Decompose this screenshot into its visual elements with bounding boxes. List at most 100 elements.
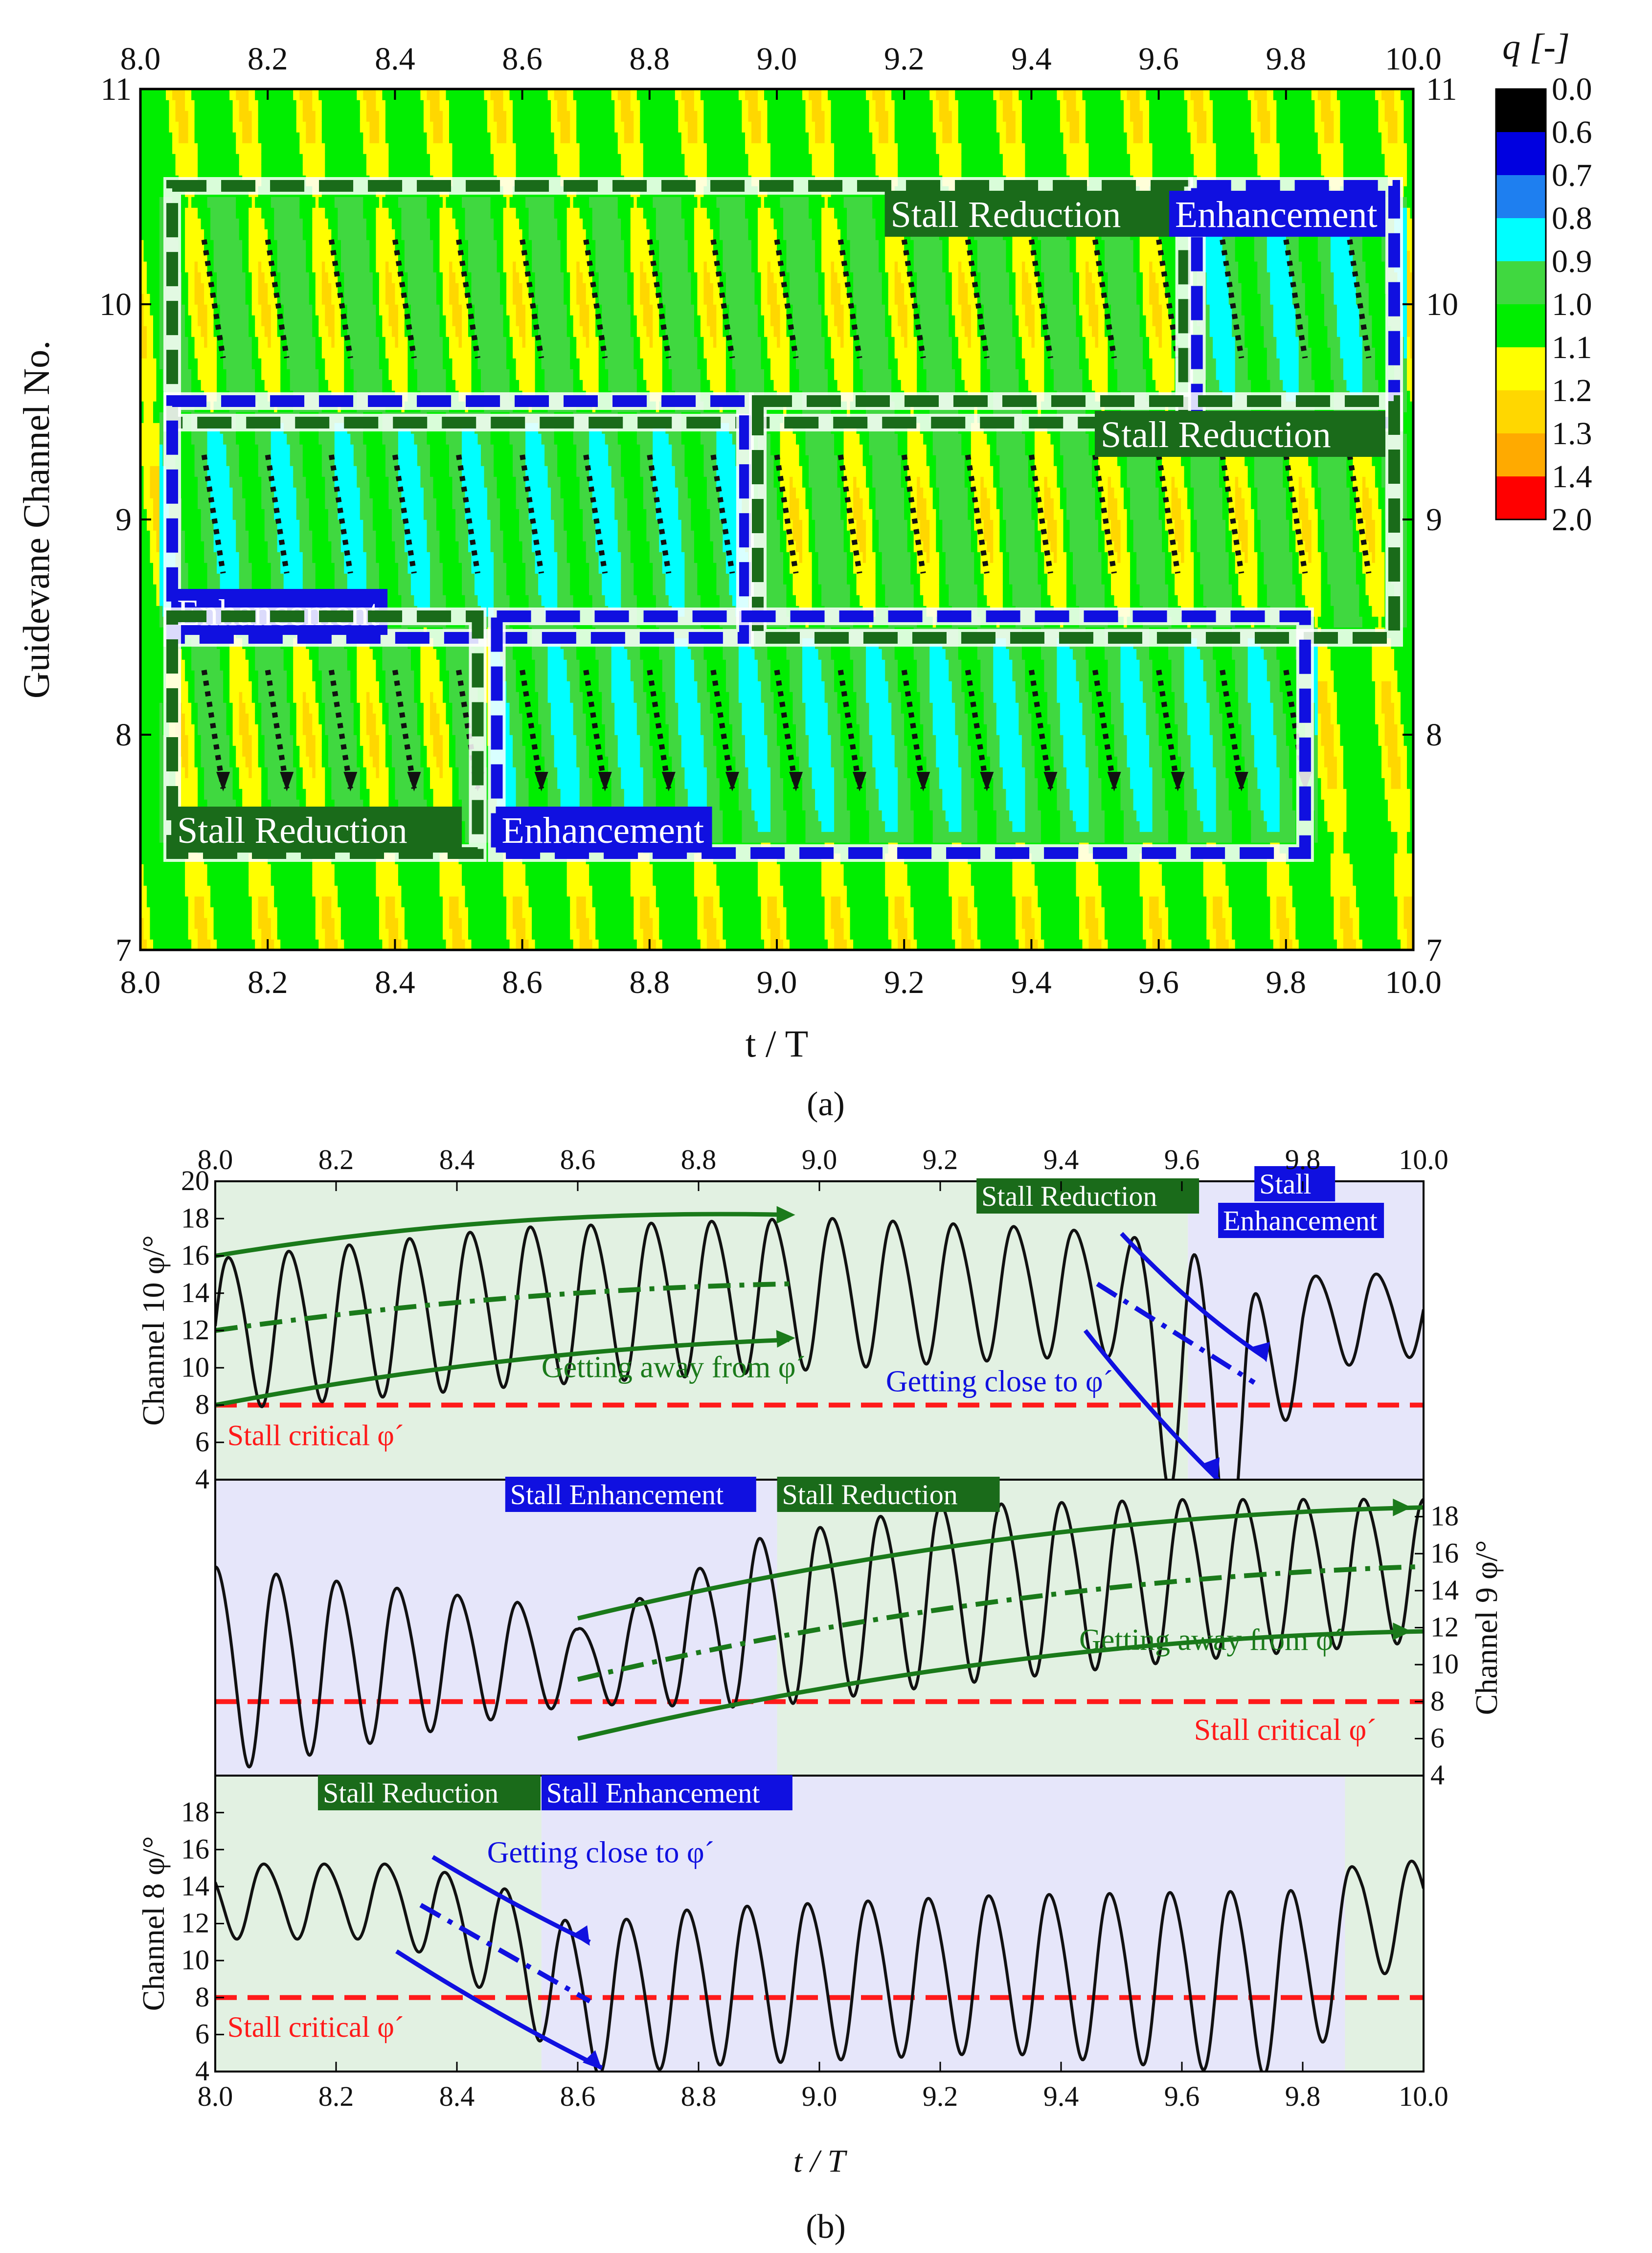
- heatmap-cell: [157, 530, 160, 541]
- heatmap-cell: [153, 229, 157, 240]
- heatmap-cell: [169, 143, 173, 154]
- heatmap-cell: [150, 584, 154, 595]
- heatmap-cell: [166, 928, 169, 940]
- heatmap-cell: [144, 229, 147, 240]
- heatmap-cell: [176, 864, 179, 875]
- heatmap-cell: [157, 89, 160, 100]
- heatmap-cell: [153, 810, 157, 821]
- heatmap-cell: [191, 670, 195, 681]
- heatmap-cell: [153, 89, 157, 100]
- heatmap-cell: [153, 724, 157, 735]
- heatmap-cell: [144, 326, 147, 337]
- heatmap-cell: [153, 401, 157, 412]
- heatmap-cell: [150, 627, 154, 638]
- heatmap-cell: [182, 745, 185, 757]
- heatmap-cell: [191, 132, 195, 143]
- heatmap-cell: [153, 509, 157, 520]
- heatmap-cell: [144, 573, 147, 585]
- heatmap-cell: [153, 390, 157, 402]
- heatmap-cell: [188, 283, 192, 294]
- heatmap-cell: [144, 455, 147, 466]
- heatmap-cell: [182, 702, 185, 714]
- heatmap-cell: [157, 756, 160, 767]
- heatmap-cell: [144, 627, 147, 638]
- heatmap-cell: [153, 272, 157, 283]
- heatmap-cell: [159, 756, 163, 767]
- heatmap-cell: [172, 132, 176, 143]
- heatmap-cell: [157, 509, 160, 520]
- heatmap-cell: [179, 111, 182, 122]
- heatmap-cell: [191, 939, 195, 950]
- heatmap-cell: [153, 293, 157, 305]
- heatmap-cell: [153, 670, 157, 681]
- heatmap-cell: [157, 476, 160, 488]
- heatmap-cell: [159, 670, 163, 681]
- heatmap-cell: [144, 272, 147, 283]
- heatmap-cell: [191, 293, 195, 305]
- heatmap-cell: [166, 875, 169, 886]
- heatmap-cell: [169, 89, 173, 100]
- heatmap-cell: [169, 918, 173, 929]
- heatmap-cell: [159, 412, 163, 423]
- heatmap-cell: [157, 444, 160, 455]
- heatmap-cell: [147, 466, 150, 477]
- heatmap-cell: [144, 756, 147, 767]
- heatmap-cell: [182, 918, 185, 929]
- heatmap-cell: [185, 143, 188, 154]
- heatmap-cell: [166, 111, 169, 122]
- heatmap-cell: [191, 563, 195, 574]
- heatmap-cell: [150, 832, 154, 843]
- heatmap-cell: [185, 89, 188, 100]
- heatmap-cell: [191, 89, 195, 100]
- heatmap-cell: [188, 487, 192, 498]
- heatmap-cell: [150, 423, 154, 434]
- heatmap-cell: [188, 552, 192, 563]
- heatmap-cell: [188, 745, 192, 757]
- heatmap-cell: [144, 584, 147, 595]
- heatmap-cell: [153, 207, 157, 219]
- heatmap-cell: [150, 197, 154, 208]
- heatmap-cell: [182, 735, 185, 746]
- heatmap-cell: [159, 939, 163, 950]
- heatmap-cell: [144, 778, 147, 789]
- heatmap-cell: [191, 713, 195, 724]
- heatmap-cell: [157, 412, 160, 423]
- heatmap-cell: [144, 606, 147, 617]
- heatmap-cell: [188, 229, 192, 240]
- heatmap-cell: [182, 218, 185, 229]
- heatmap-cell: [144, 423, 147, 434]
- heatmap-cell: [153, 186, 157, 197]
- heatmap-cell: [169, 164, 173, 176]
- heatmap-cell: [159, 767, 163, 778]
- heatmap-cell: [163, 164, 166, 176]
- heatmap-cell: [182, 541, 185, 552]
- heatmap-cell: [147, 207, 150, 219]
- heatmap-cell: [150, 369, 154, 380]
- heatmap-cell: [157, 197, 160, 208]
- heatmap-cell: [157, 250, 160, 262]
- heatmap-cell: [188, 143, 192, 154]
- heatmap-cell: [157, 832, 160, 843]
- heatmap-cell: [144, 928, 147, 940]
- heatmap-cell: [157, 143, 160, 154]
- heatmap-cell: [150, 778, 154, 789]
- heatmap-cell: [150, 530, 154, 541]
- heatmap-cell: [166, 164, 169, 176]
- heatmap-cell: [147, 455, 150, 466]
- heatmap-cell: [157, 272, 160, 283]
- heatmap-cell: [147, 745, 150, 757]
- heatmap-cell: [150, 455, 154, 466]
- heatmap-cell: [157, 821, 160, 832]
- heatmap-cell: [153, 573, 157, 585]
- heatmap-cell: [179, 918, 182, 929]
- heatmap-cell: [172, 143, 176, 154]
- heatmap-cell: [147, 293, 150, 305]
- heatmap-cell: [153, 315, 157, 326]
- heatmap-cell: [147, 390, 150, 402]
- heatmap-cell: [185, 875, 188, 886]
- heatmap-cell: [191, 444, 195, 455]
- heatmap-cell: [188, 918, 192, 929]
- heatmap-cell: [182, 240, 185, 251]
- heatmap-cell: [185, 476, 188, 488]
- heatmap-cell: [191, 143, 195, 154]
